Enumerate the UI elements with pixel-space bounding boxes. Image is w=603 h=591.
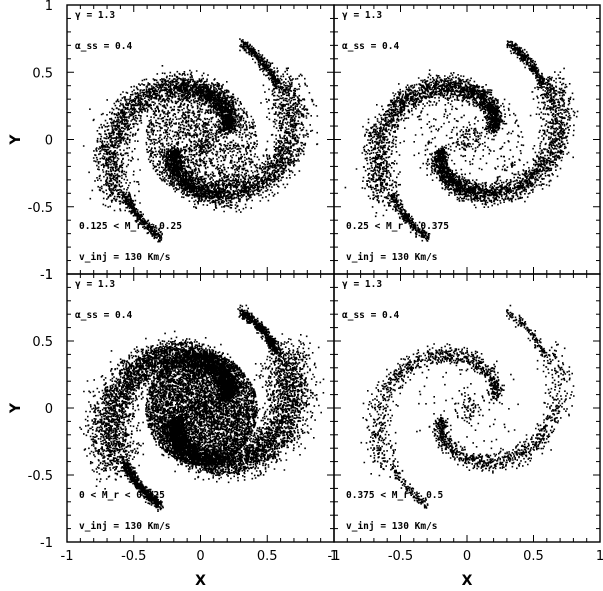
- labels-layer: -1 -0.5 0 0.5 1 Y -1 -0.5 0 0.5 1 Y -1 -0.5 0 0.5 1 X -1 -0…: [8, 0, 603, 589]
- y-tick-label: -1: [40, 268, 53, 283]
- y-tick-label: 0.5: [32, 335, 53, 350]
- panel-annotation-range: 0 < M_r < 0.125: [79, 490, 165, 501]
- x-tick-label: 0: [196, 549, 204, 564]
- x-tick-label: 0.5: [523, 549, 544, 564]
- panel-annotation-range: 0.125 < M_r < 0.25: [79, 221, 182, 232]
- panels-layer: γ = 1.3 α_ss = 0.4 0.125 < M_r < 0.25 v_inj…: [66, 4, 601, 543]
- panel-bottom-left: γ = 1.3 α_ss = 0.4 0 < M_r < 0.125 v_inj = …: [66, 273, 335, 543]
- scatter-marks: [344, 40, 579, 242]
- y-tick-label: -0.5: [28, 469, 53, 484]
- y-tick-label: 0: [45, 402, 53, 417]
- panel-annotation-gamma: γ = 1.3: [342, 10, 382, 21]
- scatter-points: [79, 304, 325, 512]
- panel-annotation-alpha: α_ss = 0.4: [75, 310, 132, 321]
- panel-annotation-vinj: v_inj = 130 Km/s: [346, 252, 438, 263]
- x-tick-label: 0.5: [257, 549, 278, 564]
- panel-annotation-vinj: v_inj = 130 Km/s: [346, 521, 438, 532]
- scatter-points: [82, 38, 319, 243]
- scatter-marks: [360, 304, 575, 509]
- y-tick-label: -0.5: [28, 201, 53, 216]
- x-tick-label: 1: [330, 549, 338, 564]
- x-tick-label: -1: [328, 549, 341, 564]
- panel-bottom-right: γ = 1.3 α_ss = 0.4 0.375 < M_r < 0.5 v_inj …: [333, 273, 601, 543]
- panel-annotation-range: 0.25 < M_r < 0.375: [346, 221, 449, 232]
- panel-top-right: γ = 1.3 α_ss = 0.4 0.25 < M_r < 0.375 v_inj…: [333, 4, 601, 275]
- x-tick-label: 1: [596, 549, 603, 564]
- scatter-points: [344, 40, 579, 242]
- panel-annotation-alpha: α_ss = 0.4: [342, 41, 399, 52]
- x-axis-title: X: [195, 573, 206, 589]
- scatter-points: [360, 304, 575, 509]
- scatter-marks: [82, 38, 319, 243]
- panel-annotation-alpha: α_ss = 0.4: [75, 41, 132, 52]
- panel-annotation-gamma: γ = 1.3: [342, 279, 382, 290]
- x-tick-label: -0.5: [121, 549, 146, 564]
- x-tick-label: -1: [61, 549, 74, 564]
- y-tick-label: 0: [45, 134, 53, 149]
- y-tick-label: -1: [40, 536, 53, 551]
- panel-annotation-alpha: α_ss = 0.4: [342, 310, 399, 321]
- y-tick-label: 0.5: [32, 66, 53, 81]
- panel-top-left: γ = 1.3 α_ss = 0.4 0.125 < M_r < 0.25 v_inj…: [66, 4, 335, 275]
- axis-ticks: [333, 273, 601, 543]
- x-axis-title: X: [462, 573, 473, 589]
- y-axis-title: Y: [8, 134, 24, 146]
- y-axis-title: Y: [8, 402, 24, 414]
- panel-annotation-vinj: v_inj = 130 Km/s: [79, 521, 171, 532]
- x-tick-label: 0: [463, 549, 471, 564]
- panel-annotation-gamma: γ = 1.3: [75, 10, 115, 21]
- panel-annotation-gamma: γ = 1.3: [75, 279, 115, 290]
- panel-annotation-vinj: v_inj = 130 Km/s: [79, 252, 171, 263]
- axis-ticks: [333, 4, 601, 275]
- y-tick-label: 1: [45, 0, 53, 14]
- scatter-marks: [79, 304, 325, 512]
- x-tick-label: -0.5: [388, 549, 413, 564]
- y-tick-label: 1: [45, 268, 53, 283]
- panel-annotation-range: 0.375 < M_r < 0.5: [346, 490, 444, 501]
